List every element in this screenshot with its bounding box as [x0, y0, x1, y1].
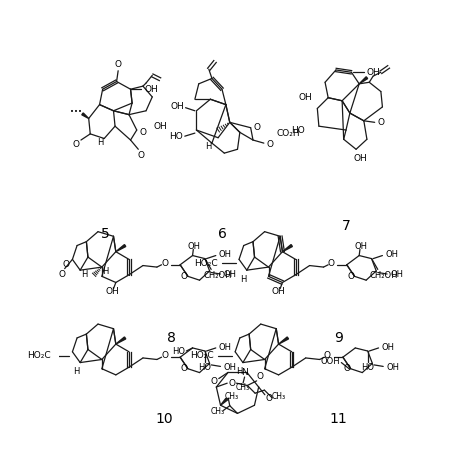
Text: 7: 7 [342, 219, 350, 233]
Text: O: O [324, 351, 331, 360]
Text: HO₂C: HO₂C [194, 259, 218, 268]
Text: H: H [205, 143, 211, 152]
Text: H: H [102, 267, 108, 276]
Text: HO: HO [199, 364, 211, 373]
Text: O: O [181, 364, 188, 373]
Text: CH₃: CH₃ [224, 392, 238, 401]
Text: OH: OH [386, 363, 399, 372]
Text: HO₂C: HO₂C [190, 351, 213, 360]
Text: O: O [265, 394, 272, 403]
Text: N: N [241, 368, 248, 377]
Polygon shape [279, 337, 289, 344]
Text: H: H [236, 367, 242, 376]
Text: O: O [228, 379, 236, 388]
Text: O: O [256, 372, 263, 381]
Text: H: H [73, 367, 80, 376]
Polygon shape [220, 398, 228, 405]
Text: O: O [347, 272, 354, 281]
Text: O: O [73, 140, 80, 149]
Text: 5: 5 [101, 227, 110, 241]
Text: H: H [240, 275, 246, 284]
Text: O: O [63, 259, 70, 268]
Text: OOH: OOH [320, 356, 340, 365]
Text: O: O [115, 60, 122, 69]
Text: HO₂C: HO₂C [27, 351, 51, 360]
Text: 10: 10 [155, 412, 173, 426]
Text: H: H [81, 270, 87, 279]
Text: OH: OH [145, 85, 158, 94]
Text: OH: OH [224, 270, 237, 279]
Text: O: O [161, 351, 168, 360]
Text: O: O [139, 128, 146, 137]
Text: OH: OH [367, 68, 381, 77]
Text: OH: OH [390, 270, 403, 279]
Text: O: O [343, 364, 350, 373]
Text: O: O [328, 259, 335, 268]
Text: •••: ••• [70, 109, 82, 115]
Text: O: O [137, 151, 144, 160]
Text: OH: OH [188, 242, 201, 251]
Text: H: H [97, 138, 103, 147]
Text: CH₂OH: CH₂OH [370, 271, 398, 280]
Text: OH: OH [219, 343, 232, 352]
Text: CH₂OH: CH₂OH [203, 271, 232, 280]
Text: OH: OH [354, 242, 367, 251]
Text: OH: OH [224, 363, 237, 372]
Polygon shape [82, 113, 89, 118]
Polygon shape [283, 245, 292, 252]
Text: OH: OH [382, 343, 395, 352]
Text: 11: 11 [329, 412, 347, 426]
Text: OH: OH [219, 250, 232, 259]
Text: HO: HO [361, 364, 374, 373]
Text: CO₂H: CO₂H [276, 129, 300, 138]
Text: 8: 8 [167, 331, 176, 345]
Text: CH₃: CH₃ [236, 383, 250, 392]
Text: OH: OH [353, 154, 367, 163]
Text: OH: OH [105, 287, 119, 296]
Text: O: O [210, 377, 218, 386]
Text: OH: OH [299, 93, 313, 102]
Text: HO: HO [291, 126, 305, 135]
Text: O: O [377, 118, 384, 127]
Polygon shape [116, 337, 126, 344]
Text: O: O [181, 272, 188, 281]
Text: O: O [161, 259, 168, 268]
Text: CH₃: CH₃ [211, 407, 225, 416]
Polygon shape [359, 77, 368, 84]
Text: O: O [58, 270, 65, 279]
Text: OH: OH [170, 102, 184, 111]
Text: HO: HO [172, 347, 185, 356]
Polygon shape [116, 245, 126, 252]
Text: HO: HO [169, 132, 182, 141]
Text: O: O [266, 140, 273, 149]
Text: 9: 9 [334, 331, 343, 345]
Text: CH₃: CH₃ [271, 392, 285, 401]
Text: O: O [254, 123, 260, 132]
Text: OH: OH [272, 287, 285, 296]
Text: 6: 6 [218, 227, 227, 241]
Text: OH: OH [154, 122, 167, 131]
Text: OH: OH [385, 250, 399, 259]
